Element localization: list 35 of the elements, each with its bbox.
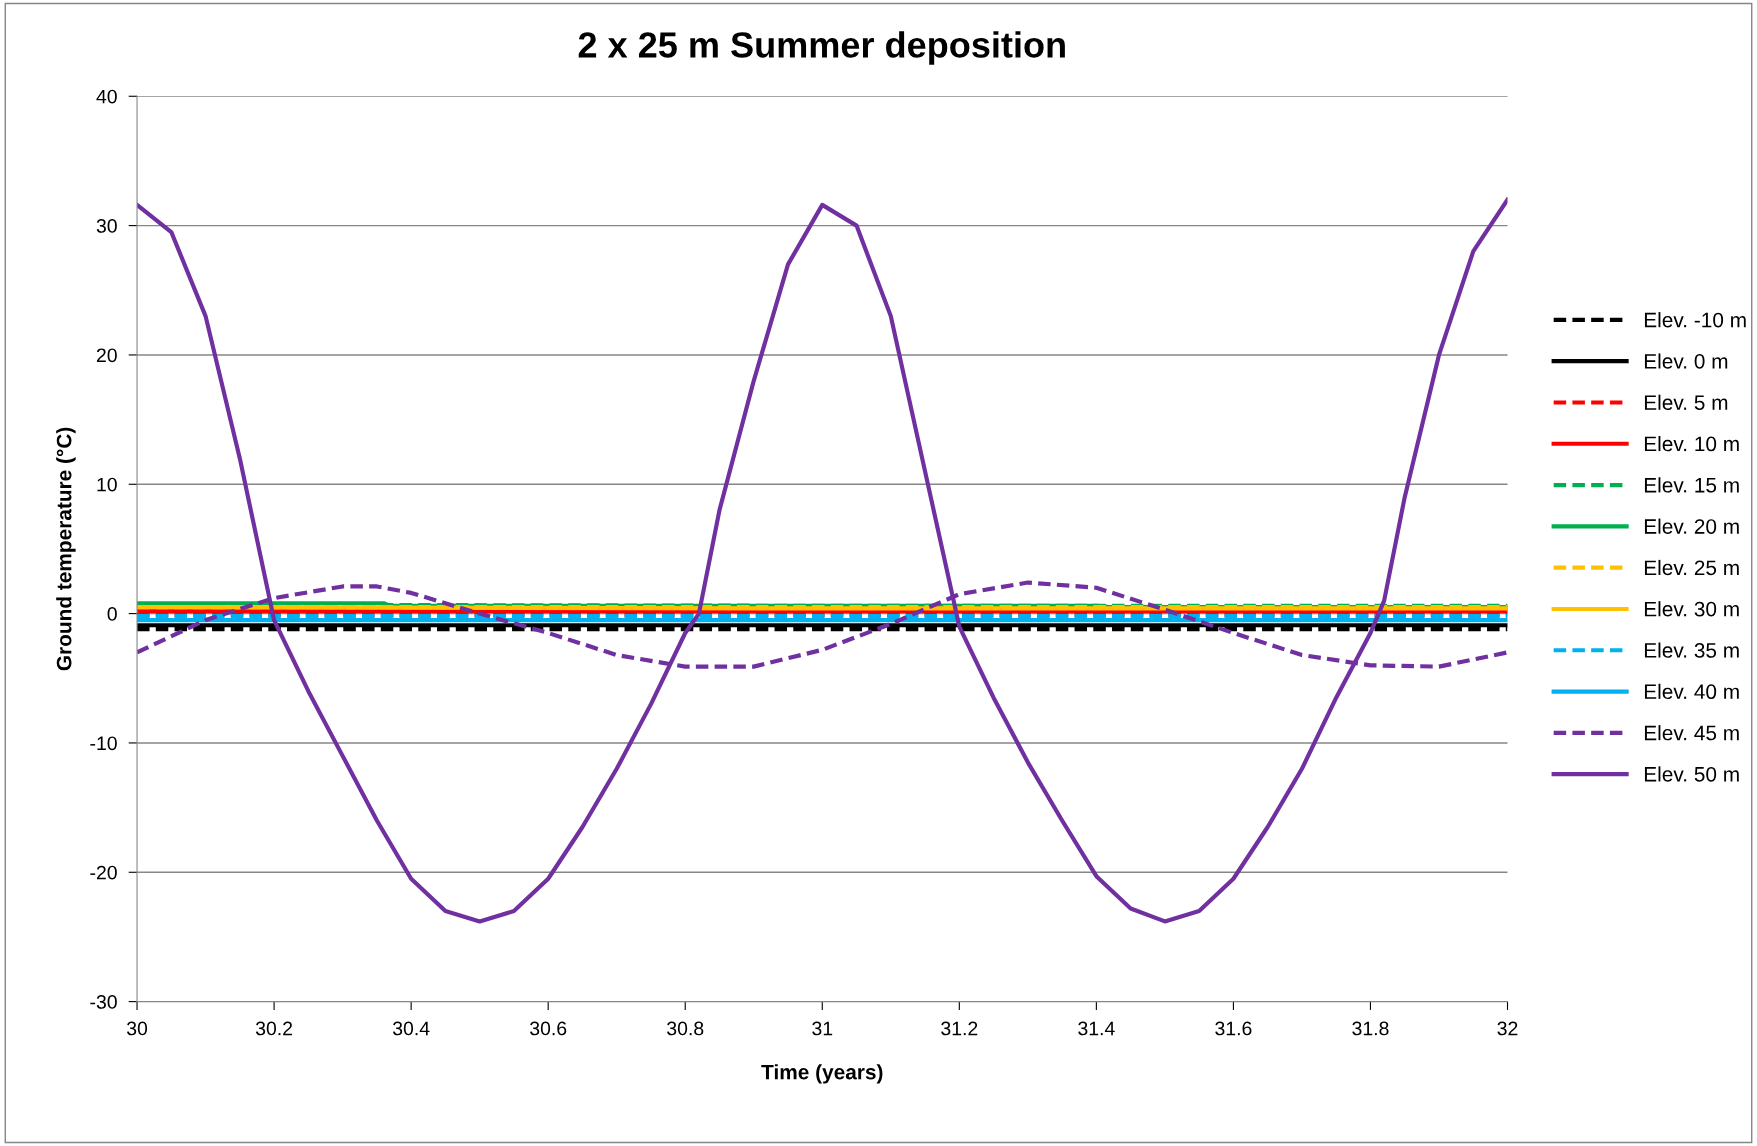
- legend-label: Elev. 25 m: [1644, 559, 1739, 576]
- chart-title: 2 x 25 m Summer deposition: [578, 31, 1065, 65]
- legend-label: Elev. 15 m: [1644, 477, 1739, 493]
- legend-label: Elev. 35 m: [1644, 642, 1739, 658]
- x-tick-label: 30: [126, 1021, 148, 1036]
- y-tick-label: 40: [96, 89, 117, 104]
- x-axis-title: Time (years): [761, 1064, 883, 1084]
- legend-label: Elev. 40 m: [1644, 683, 1739, 700]
- x-tick-label: 30.2: [255, 1021, 293, 1036]
- line-series: [137, 197, 1508, 924]
- x-tick-label: 31.4: [1078, 1021, 1115, 1036]
- y-tick-label: 10: [97, 477, 117, 492]
- legend-label: Elev. 50 m: [1644, 766, 1739, 782]
- y-tick-label: -20: [90, 865, 117, 880]
- x-tick-label: 30.4: [392, 1021, 430, 1036]
- x-tick-label: 31.8: [1352, 1021, 1389, 1036]
- x-tick-label: 31: [812, 1021, 833, 1036]
- x-tick-label: 31.2: [941, 1021, 978, 1036]
- y-tick-label: 20: [96, 348, 117, 363]
- x-tick-label: 31.6: [1215, 1021, 1252, 1036]
- legend-label: Elev. 10 m: [1644, 435, 1739, 452]
- legend-label: Elev. 30 m: [1644, 601, 1739, 617]
- legend-label: Elev. 0 m: [1644, 353, 1728, 369]
- legend-label: Elev. -10 m: [1644, 312, 1746, 328]
- y-tick-label: -10: [90, 736, 117, 751]
- x-tick-label: 32: [1497, 1021, 1518, 1036]
- y-axis-title: Ground temperature (°C): [56, 427, 76, 671]
- y-tick-label: 30: [96, 219, 117, 233]
- legend-label: Elev. 20 m: [1644, 518, 1739, 534]
- y-tick-label: -30: [90, 995, 117, 1009]
- legend-label: Elev. 5 m: [1644, 394, 1728, 410]
- y-tick-label: 0: [107, 607, 117, 621]
- x-tick-label: 30.6: [530, 1021, 567, 1036]
- x-tick-label: 30.8: [667, 1021, 704, 1036]
- legend-label: Elev. 45 m: [1644, 725, 1739, 741]
